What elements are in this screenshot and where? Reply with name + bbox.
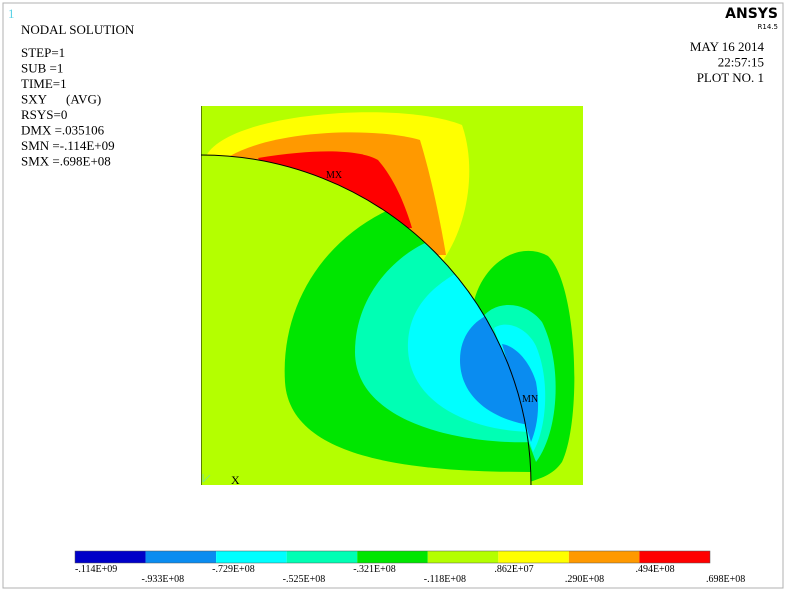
contour-legend: -.114E+09 -.933E+08 -.729E+08 -.525E+08 -.32…: [74, 550, 745, 585]
plot-info-line: 22:57:15: [718, 55, 764, 70]
plot-title: NODAL SOLUTION: [21, 22, 135, 37]
legend-swatch: [286, 551, 358, 563]
legend-label: .290E+08: [565, 574, 604, 585]
legend-swatch: [427, 551, 499, 563]
legend-swatch: [498, 551, 569, 563]
legend-frame: [74, 550, 711, 564]
contour-plot: [201, 106, 583, 485]
hole-boundary: [201, 154, 532, 485]
info-line: DMX =.035106: [21, 123, 105, 138]
info-line: SMN =-.114E+09: [21, 138, 115, 153]
legend-swatch: [75, 551, 146, 563]
triad-label: X: [231, 473, 240, 487]
triad: [202, 474, 211, 483]
legend-swatch: [639, 551, 710, 563]
plot-info-line: PLOT NO. 1: [697, 70, 764, 85]
info-line: SUB =1: [21, 61, 63, 76]
contour-region: [502, 344, 539, 442]
legend-label: .494E+08: [635, 564, 674, 575]
legend-label: -.114E+09: [75, 564, 117, 575]
legend-label: .698E+08: [706, 574, 745, 585]
legend-label: -.321E+08: [353, 564, 396, 575]
info-line: STEP=1: [21, 45, 65, 60]
legend-label: .862E+07: [494, 564, 533, 575]
legend-label: -.729E+08: [212, 564, 255, 575]
legend-swatch: [357, 551, 428, 563]
info-line: SMX =.698E+08: [21, 154, 111, 169]
info-line: TIME=1: [21, 76, 67, 91]
legend-label: -.118E+08: [424, 574, 466, 585]
legend-swatch: [216, 551, 287, 563]
info-line: SXY (AVG): [21, 92, 101, 107]
brand-name: ANSYS: [725, 6, 778, 22]
plot-info-line: MAY 16 2014: [690, 39, 765, 54]
max-marker: MX: [326, 170, 343, 181]
min-marker: MN: [522, 394, 538, 405]
brand-version: R14.5: [758, 23, 778, 31]
info-line: RSYS=0: [21, 107, 67, 122]
window-number: 1: [8, 6, 15, 21]
legend-swatch: [568, 551, 640, 563]
legend-label: -.525E+08: [283, 574, 326, 585]
legend-swatch: [145, 551, 217, 563]
legend-label: -.933E+08: [142, 574, 185, 585]
